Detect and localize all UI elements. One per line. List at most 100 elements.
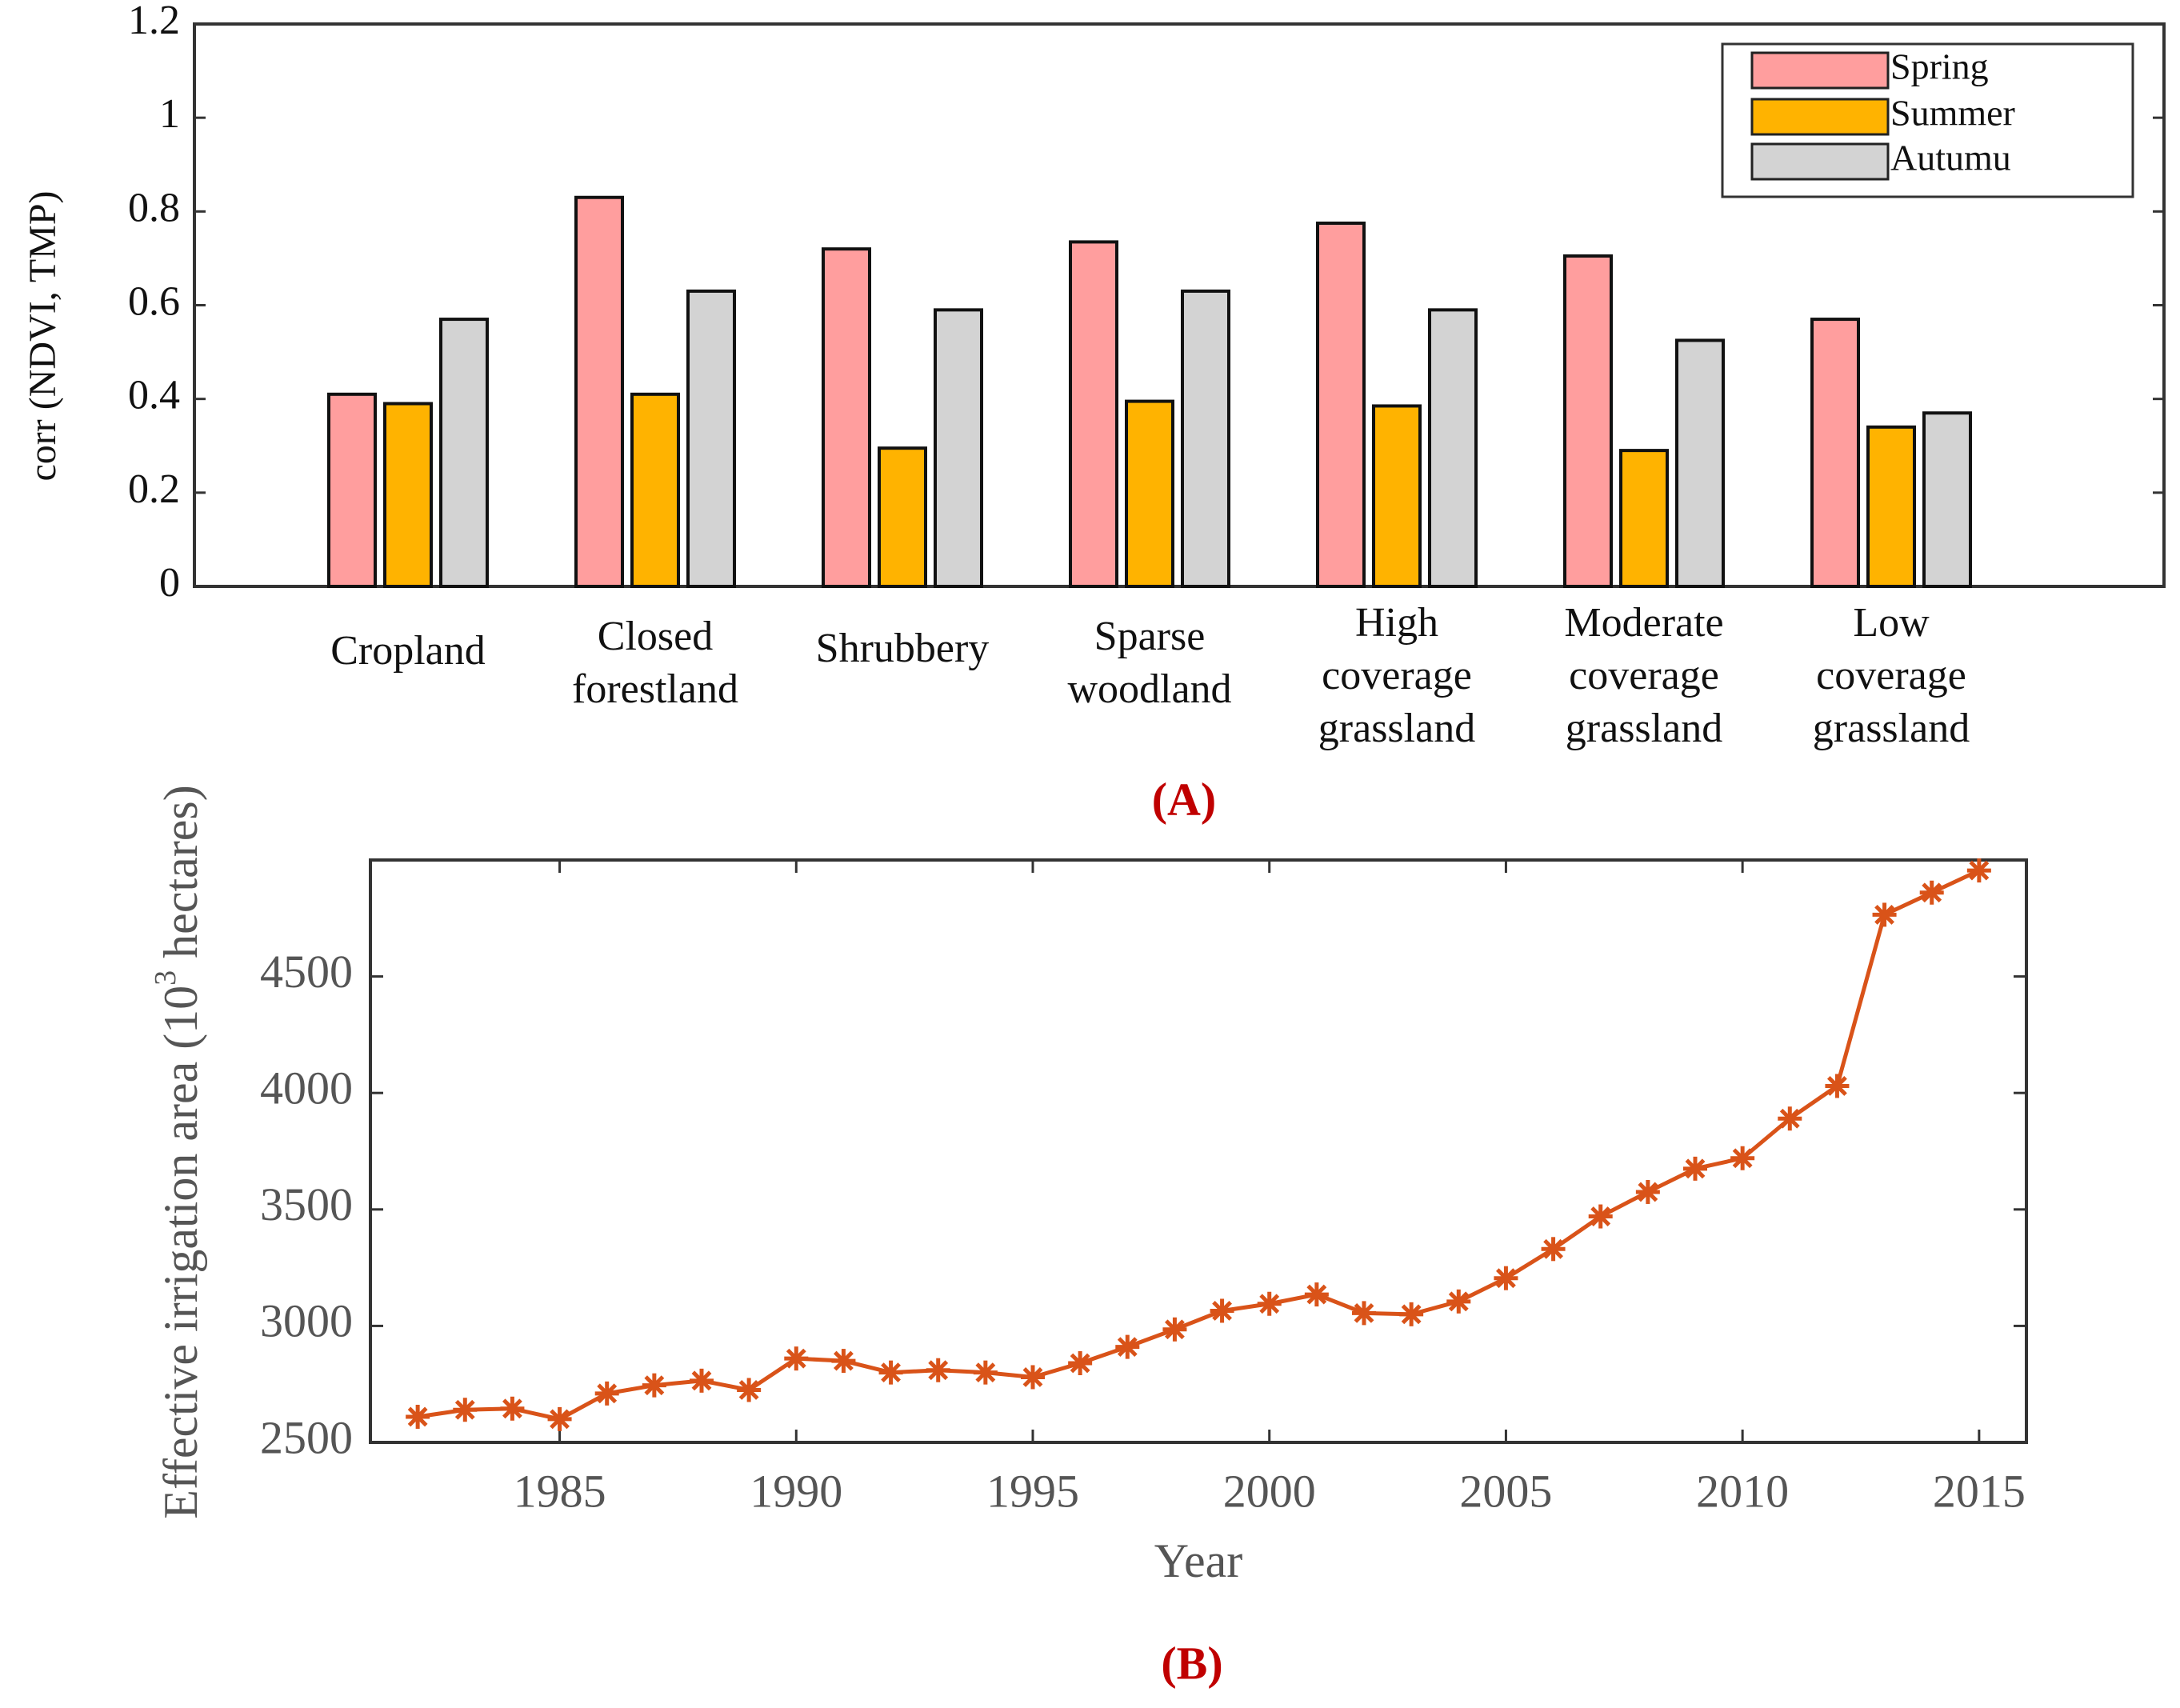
- marker-stroke: [1354, 1302, 1374, 1323]
- x-category-label-line: Closed: [598, 614, 713, 659]
- bar-summer: [1372, 404, 1422, 588]
- line-chart-x-axis: 1985 1990 1995 2000 2005 2010 2015: [514, 860, 2026, 1517]
- x-category-label-line: forestland: [572, 666, 738, 712]
- bar-summer: [878, 446, 927, 588]
- data-point-marker: [1021, 1365, 1045, 1390]
- x-tick-label: 1995: [986, 1465, 1079, 1517]
- data-point-marker: [1162, 1317, 1187, 1342]
- marker-stroke: [975, 1362, 996, 1383]
- irrigation-area-line: [417, 868, 1980, 1422]
- line-chart-x-axis-label: Year: [1154, 1534, 1243, 1587]
- data-point-marker: [1494, 1266, 1518, 1290]
- x-category-label-line: High: [1355, 600, 1438, 646]
- y-tick-label: 0.2: [128, 466, 180, 512]
- data-point-marker: [1541, 1237, 1566, 1262]
- y-tick-label: 0.4: [128, 373, 180, 418]
- x-category-label-line: coverage: [1322, 653, 1472, 698]
- x-category-label-line: Sparse: [1094, 614, 1206, 659]
- marker-stroke: [407, 1406, 428, 1427]
- x-category-label: Closed forestland: [572, 614, 738, 712]
- data-point-marker: [1399, 1302, 1424, 1326]
- x-category-label: Cropland: [330, 628, 486, 674]
- bar-summer: [1125, 399, 1174, 588]
- y-tick-label: 1: [159, 91, 180, 137]
- marker-stroke: [1022, 1367, 1043, 1387]
- bar-autumu: [934, 308, 983, 588]
- bar-chart-x-axis: Cropland Closed forestland Shrubbery Sparse w…: [330, 600, 1970, 751]
- data-point-marker: [594, 1381, 619, 1406]
- marker-stroke: [1874, 905, 1894, 925]
- legend-swatch-autumn: [1750, 142, 1890, 181]
- x-category-label-line: Shrubbery: [816, 626, 990, 671]
- marker-stroke: [1543, 1238, 1563, 1259]
- marker-stroke: [644, 1375, 665, 1396]
- bar-summer: [1866, 425, 1916, 588]
- data-point-marker: [973, 1360, 998, 1385]
- y-tick-label: 3500: [260, 1178, 353, 1230]
- marker-stroke: [1165, 1319, 1185, 1340]
- x-tick-label: 2010: [1696, 1465, 1789, 1517]
- data-point-marker: [500, 1396, 525, 1421]
- y-tick-label: 0.8: [128, 185, 180, 230]
- bar-autumu: [1181, 289, 1230, 588]
- x-tick-label: 1990: [750, 1465, 842, 1517]
- bar-spring: [1069, 240, 1118, 588]
- bar-chart-y-axis: 0 0.2 0.4 0.6 0.8 1 1.2: [128, 0, 2164, 606]
- marker-stroke: [1638, 1182, 1658, 1202]
- bar-autumu: [1428, 308, 1478, 588]
- bar-chart-panel-a: 0 0.2 0.4 0.6 0.8 1 1.2 Cropland Closed forestla…: [22, 0, 2166, 825]
- y-tick-label: 4000: [260, 1062, 353, 1114]
- bar-spring: [1810, 318, 1860, 588]
- marker-stroke: [454, 1399, 475, 1420]
- data-point-marker: [690, 1368, 714, 1393]
- marker-stroke: [502, 1398, 522, 1419]
- y-axis-label-tail: hectares): [154, 785, 207, 970]
- bar-spring: [1563, 254, 1613, 588]
- y-tick-label: 4500: [260, 946, 353, 998]
- x-category-label-line: coverage: [1816, 653, 1966, 698]
- x-tick-label: 2000: [1223, 1465, 1316, 1517]
- bar-chart-bars: [327, 195, 1972, 588]
- data-point-marker: [1730, 1146, 1755, 1170]
- bar-chart-y-axis-label: corr (NDVI, TMP): [22, 190, 64, 481]
- bar-chart-legend: Spring Summer Autumu: [1721, 42, 2134, 198]
- data-point-marker: [1919, 880, 1944, 905]
- x-category-label-line: Cropland: [330, 628, 486, 674]
- data-point-marker: [1872, 902, 1897, 927]
- marker-stroke: [1306, 1284, 1327, 1305]
- line-chart-plot-frame: [369, 858, 2028, 1444]
- data-point-marker: [1635, 1179, 1660, 1204]
- marker-stroke: [1922, 882, 1942, 903]
- legend-label-spring: Spring: [1890, 46, 1989, 87]
- panel-b-label: (B): [1161, 1637, 1222, 1689]
- line-chart-y-axis-label: Effective irrigation area (103 hectares): [149, 785, 207, 1518]
- marker-stroke: [1212, 1301, 1232, 1321]
- x-category-label-line: coverage: [1569, 653, 1719, 698]
- marker-stroke: [597, 1383, 618, 1404]
- marker-stroke: [834, 1350, 854, 1371]
- data-point-marker: [1304, 1282, 1329, 1307]
- x-category-label: Low coverage grassland: [1813, 600, 1970, 751]
- x-category-label: Shrubbery: [816, 626, 990, 671]
- marker-stroke: [691, 1370, 712, 1391]
- data-point-marker: [406, 1404, 430, 1429]
- marker-stroke: [1732, 1148, 1753, 1169]
- bar-spring: [1316, 221, 1366, 588]
- data-point-marker: [831, 1349, 856, 1374]
- bar-autumu: [686, 289, 736, 588]
- y-tick-label: 3000: [260, 1295, 353, 1347]
- marker-stroke: [1969, 860, 1990, 881]
- data-point-marker: [1068, 1350, 1093, 1375]
- y-tick-label: 0: [159, 560, 180, 606]
- legend-label-summer: Summer: [1890, 93, 2015, 134]
- y-tick-label: 0.6: [128, 278, 180, 324]
- data-point-marker: [1825, 1074, 1850, 1098]
- data-point-marker: [453, 1398, 478, 1422]
- line-chart-panel-b: 2500 3000 3500 4000 4500 1985 1990 1995 2000 200…: [149, 785, 2028, 1689]
- marker-stroke: [1401, 1304, 1422, 1325]
- panel-a-label: (A): [1152, 773, 1217, 825]
- x-category-label: Sparse woodland: [1067, 614, 1231, 712]
- legend-label-autumn: Autumu: [1890, 138, 2011, 178]
- line-chart-y-axis: 2500 3000 3500 4000 4500: [260, 946, 2026, 1463]
